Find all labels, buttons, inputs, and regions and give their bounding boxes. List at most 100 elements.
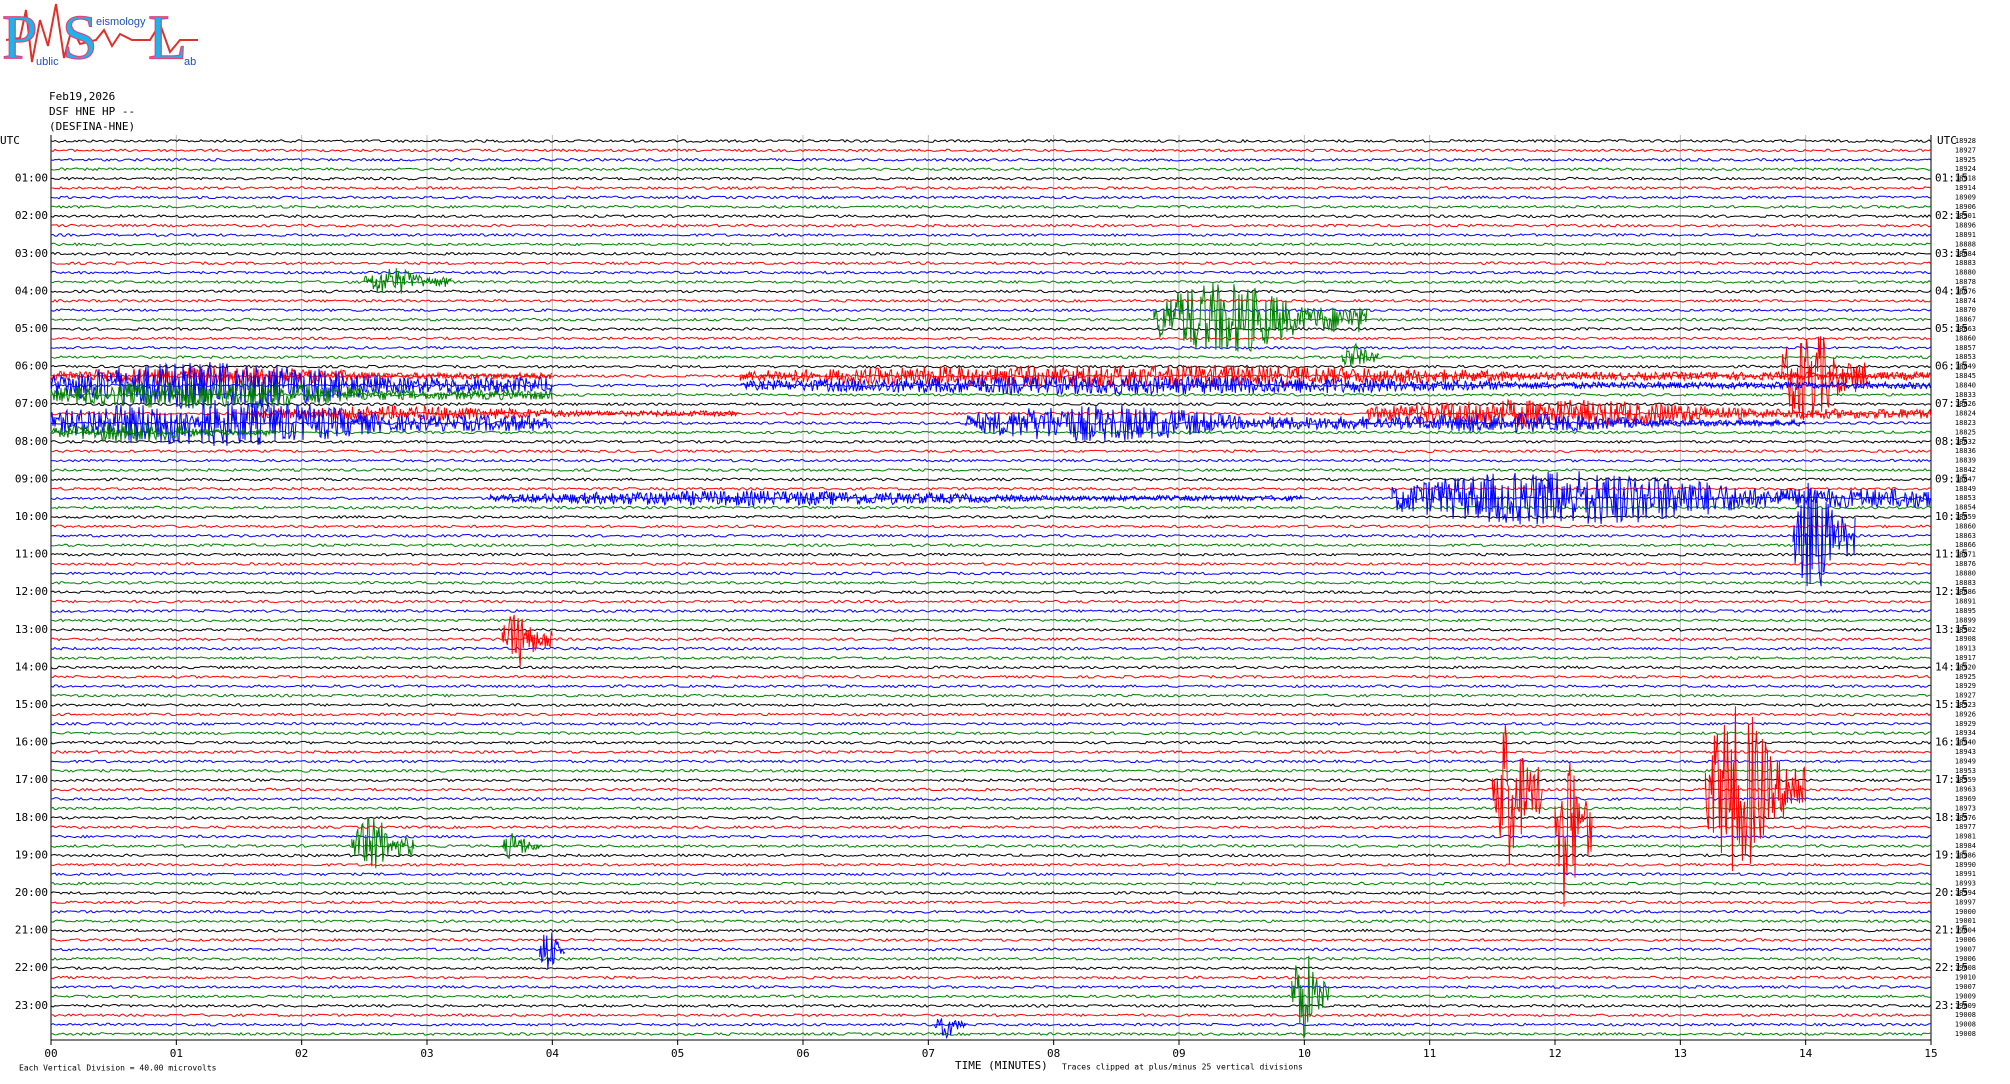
x-tick-label: 08 xyxy=(1047,1047,1060,1060)
trace-count: 18891 xyxy=(1955,231,1976,239)
trace-count: 18984 xyxy=(1955,842,1976,850)
logo: P ublic S eismology L ab xyxy=(1,1,198,73)
trace xyxy=(50,759,1932,764)
seismic-event xyxy=(351,818,415,869)
trace xyxy=(50,355,1932,360)
right-time-label: 02:15 xyxy=(1935,209,1968,222)
trace xyxy=(50,1003,1932,1008)
trace xyxy=(50,402,1932,407)
trace xyxy=(50,787,1932,792)
trace-count: 18925 xyxy=(1955,156,1976,164)
right-time-label: 23:15 xyxy=(1935,999,1968,1012)
right-header: UTC xyxy=(1937,134,1957,147)
seismic-event xyxy=(1780,336,1869,420)
trace xyxy=(50,148,1932,153)
right-time-label: 01:15 xyxy=(1935,172,1968,185)
trace xyxy=(50,599,1932,604)
trace-count: 18969 xyxy=(1955,795,1976,803)
logo-wave xyxy=(5,3,198,63)
trace xyxy=(50,947,1932,952)
trace xyxy=(50,533,1932,538)
trace xyxy=(50,994,1932,999)
left-time-label: 07:00 xyxy=(15,397,48,410)
trace-count: 19008 xyxy=(1955,1021,1976,1029)
left-header: UTC xyxy=(0,134,20,147)
trace xyxy=(50,157,1932,162)
trace-count: 18934 xyxy=(1955,729,1976,737)
trace xyxy=(51,618,1932,623)
x-tick-label: 07 xyxy=(922,1047,935,1060)
trace xyxy=(50,646,1932,651)
trace xyxy=(50,439,1932,444)
seismic-event xyxy=(50,362,553,410)
trace xyxy=(50,524,1932,529)
seismic-event xyxy=(1704,706,1806,872)
trace-count: 18914 xyxy=(1955,184,1976,192)
trace-count: 18917 xyxy=(1955,654,1976,662)
trace-count: 18826 xyxy=(1955,400,1976,408)
trace-count: 18913 xyxy=(1955,645,1976,653)
trace-count: 18874 xyxy=(1955,297,1976,305)
trace xyxy=(50,740,1932,745)
trace-count: 18880 xyxy=(1955,569,1976,577)
trace xyxy=(50,937,1932,942)
left-time-label: 15:00 xyxy=(15,698,48,711)
right-time-label: 15:15 xyxy=(1935,698,1968,711)
x-tick-label: 15 xyxy=(1924,1047,1937,1060)
trace xyxy=(50,749,1932,754)
trace xyxy=(50,308,1932,313)
trace xyxy=(50,505,1932,510)
trace xyxy=(50,195,1931,200)
trace xyxy=(50,204,1932,209)
trace xyxy=(50,1013,1932,1018)
x-tick-label: 04 xyxy=(546,1047,560,1060)
trace-count: 18857 xyxy=(1955,344,1976,352)
trace xyxy=(50,270,1932,275)
trace-count: 18842 xyxy=(1955,466,1976,474)
trace-count: 18824 xyxy=(1955,410,1976,418)
trace-count: 18883 xyxy=(1955,579,1976,587)
seismic-event xyxy=(965,404,1368,442)
trace-count: 18976 xyxy=(1955,814,1976,822)
seismic-event xyxy=(1554,762,1593,907)
right-time-label: 14:15 xyxy=(1935,660,1968,673)
trace xyxy=(51,514,1932,520)
trace xyxy=(50,806,1932,811)
trace-count: 19008 xyxy=(1955,1011,1976,1019)
trace-count: 18929 xyxy=(1955,720,1976,728)
trace xyxy=(51,185,1932,191)
trace xyxy=(50,552,1932,557)
trace-count: 18886 xyxy=(1955,588,1976,596)
trace-count: 18859 xyxy=(1955,513,1976,521)
trace-count: 18839 xyxy=(1955,457,1976,465)
seismic-event xyxy=(739,374,1931,396)
trace-count: 18883 xyxy=(1955,259,1976,267)
right-time-label: 12:15 xyxy=(1935,585,1968,598)
x-axis-label: TIME (MINUTES) xyxy=(955,1059,1048,1072)
trace xyxy=(50,881,1932,886)
trace-count: 18909 xyxy=(1955,193,1976,201)
trace-count: 18997 xyxy=(1955,898,1976,906)
trace-count: 18849 xyxy=(1955,485,1976,493)
right-time-label: 04:15 xyxy=(1935,284,1968,297)
trace xyxy=(50,477,1932,482)
trace-count: 19009 xyxy=(1955,992,1976,1000)
x-tick-label: 01 xyxy=(170,1047,183,1060)
trace-count: 19006 xyxy=(1955,955,1976,963)
trace xyxy=(50,251,1932,256)
trace-count: 18884 xyxy=(1955,250,1976,258)
scale-note: Each Vertical Division = 40.00 microvolt… xyxy=(19,1064,217,1073)
trace xyxy=(50,702,1932,707)
channel: DSF HNE HP -- xyxy=(49,105,135,118)
left-time-label: 01:00 xyxy=(15,172,48,185)
trace-count: 18940 xyxy=(1955,739,1976,747)
x-tick-label: 03 xyxy=(420,1047,433,1060)
trace xyxy=(50,872,1932,877)
trace xyxy=(50,796,1932,802)
trace-count: 18902 xyxy=(1955,626,1976,634)
trace xyxy=(50,298,1932,303)
trace xyxy=(50,637,1932,642)
left-time-label: 08:00 xyxy=(15,435,48,448)
x-tick-label: 00 xyxy=(44,1047,57,1060)
trace xyxy=(50,712,1932,717)
